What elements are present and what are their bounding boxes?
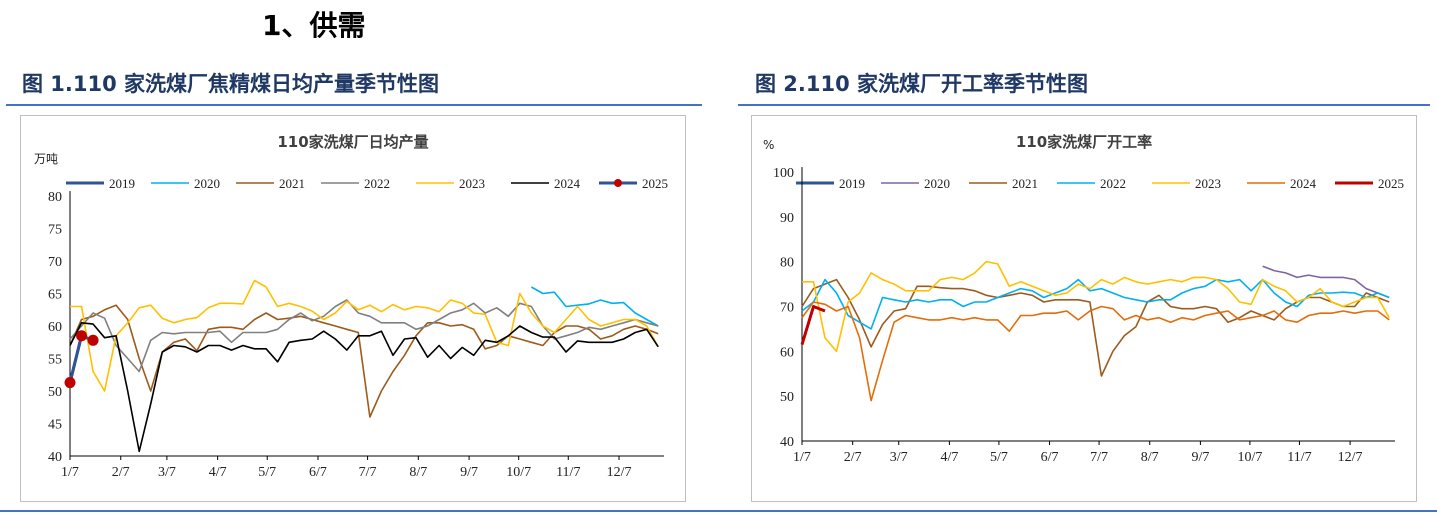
legend-label-2022: 2022 bbox=[1100, 176, 1126, 191]
legend-label-2021: 2021 bbox=[279, 176, 305, 191]
y-tick-label-70: 70 bbox=[780, 301, 794, 316]
chart-title: 110家洗煤厂开工率 bbox=[1016, 133, 1152, 151]
chart-panel-production: 110家洗煤厂日均产量万吨 2019 2020 2021 2022 2023 2024 202… bbox=[20, 115, 686, 502]
y-tick-label-90: 90 bbox=[780, 211, 794, 226]
x-tick-label-2/7: 2/7 bbox=[844, 450, 862, 465]
series-point-2025-1 bbox=[76, 330, 88, 342]
x-tick-label-3/7: 3/7 bbox=[158, 465, 176, 480]
legend-label-2024: 2024 bbox=[554, 176, 581, 191]
chart-title: 110家洗煤厂日均产量 bbox=[277, 133, 428, 151]
y-tick-label-40: 40 bbox=[780, 435, 794, 450]
x-tick-label-4/7: 4/7 bbox=[209, 465, 227, 480]
series-line-2021 bbox=[801, 278, 1390, 377]
series-line-2020 bbox=[1262, 265, 1390, 299]
x-tick-label-8/7: 8/7 bbox=[1141, 450, 1159, 465]
x-tick-label-3/7: 3/7 bbox=[890, 450, 908, 465]
legend-label-2019: 2019 bbox=[839, 176, 865, 191]
chart-panel-utilization: 110家洗煤厂开工率% 2019 2020 2021 2022 2023 2024 2025 4… bbox=[751, 115, 1417, 502]
y-tick-label-55: 55 bbox=[48, 353, 62, 368]
x-tick-label-2/7: 2/7 bbox=[112, 465, 130, 480]
utilization-chart: 110家洗煤厂开工率% 2019 2020 2021 2022 2023 2024 2025 4… bbox=[763, 133, 1404, 465]
x-tick-label-8/7: 8/7 bbox=[409, 465, 427, 480]
series-line-2024 bbox=[801, 301, 1390, 402]
y-tick-label-60: 60 bbox=[780, 345, 794, 360]
series-line-2022 bbox=[69, 299, 659, 373]
legend-label-2020: 2020 bbox=[194, 176, 220, 191]
y-tick-label-50: 50 bbox=[48, 385, 62, 400]
legend-label-2024: 2024 bbox=[1290, 176, 1317, 191]
y-tick-label-70: 70 bbox=[48, 255, 62, 270]
x-tick-label-11/7: 11/7 bbox=[556, 465, 580, 480]
series-point-2025-2 bbox=[87, 334, 99, 346]
y-tick-label-60: 60 bbox=[48, 320, 62, 335]
series-line-2025 bbox=[800, 305, 826, 346]
y-tick-label-40: 40 bbox=[48, 450, 62, 465]
y-tick-label-75: 75 bbox=[48, 223, 62, 238]
legend-marker-2025 bbox=[614, 179, 622, 187]
legend-label-2020: 2020 bbox=[924, 176, 950, 191]
y-tick-label-80: 80 bbox=[48, 190, 62, 205]
y-tick-label-45: 45 bbox=[48, 418, 62, 433]
x-tick-label-1/7: 1/7 bbox=[61, 465, 79, 480]
x-tick-label-12/7: 12/7 bbox=[607, 465, 632, 480]
figure-rule-left bbox=[6, 104, 702, 106]
x-tick-label-1/7: 1/7 bbox=[793, 450, 811, 465]
series-line-2022 bbox=[801, 278, 1390, 330]
series-line-2023 bbox=[70, 279, 659, 392]
figure-title-production: 图 1.110 家洗煤厂焦精煤日均产量季节性图 bbox=[22, 72, 440, 96]
legend-label-2021: 2021 bbox=[1012, 176, 1038, 191]
section-title: 1、供需 bbox=[262, 9, 366, 42]
x-tick-label-7/7: 7/7 bbox=[359, 465, 377, 480]
x-tick-label-5/7: 5/7 bbox=[258, 465, 276, 480]
series-point-2025-0 bbox=[64, 377, 76, 389]
x-tick-label-7/7: 7/7 bbox=[1090, 450, 1108, 465]
y-tick-label-50: 50 bbox=[780, 390, 794, 405]
series-line-2020 bbox=[531, 286, 659, 327]
figure-title-utilization: 图 2.110 家洗煤厂开工率季节性图 bbox=[755, 72, 1089, 96]
figure-rule-right bbox=[738, 104, 1430, 106]
y-tick-label-100: 100 bbox=[773, 166, 794, 181]
x-tick-label-11/7: 11/7 bbox=[1287, 450, 1311, 465]
x-tick-label-10/7: 10/7 bbox=[506, 465, 531, 480]
series-line-2021 bbox=[69, 304, 659, 418]
y-tick-label-65: 65 bbox=[48, 288, 62, 303]
series-line-2024 bbox=[69, 322, 659, 453]
y-axis-unit: % bbox=[763, 138, 774, 152]
x-tick-label-6/7: 6/7 bbox=[309, 465, 327, 480]
bottom-rule bbox=[0, 510, 1437, 512]
x-tick-label-5/7: 5/7 bbox=[990, 450, 1008, 465]
legend-label-2025: 2025 bbox=[1378, 176, 1404, 191]
x-tick-label-4/7: 4/7 bbox=[940, 450, 958, 465]
x-tick-label-12/7: 12/7 bbox=[1338, 450, 1363, 465]
legend-label-2022: 2022 bbox=[364, 176, 390, 191]
y-axis-unit: 万吨 bbox=[34, 152, 58, 166]
x-tick-label-9/7: 9/7 bbox=[1191, 450, 1209, 465]
legend-label-2023: 2023 bbox=[1195, 176, 1221, 191]
series-line-2023 bbox=[802, 260, 1390, 353]
x-tick-label-9/7: 9/7 bbox=[460, 465, 478, 480]
legend-label-2025: 2025 bbox=[642, 176, 668, 191]
legend-label-2023: 2023 bbox=[459, 176, 485, 191]
y-tick-label-80: 80 bbox=[780, 256, 794, 271]
x-tick-label-6/7: 6/7 bbox=[1041, 450, 1059, 465]
x-tick-label-10/7: 10/7 bbox=[1237, 450, 1262, 465]
legend-label-2019: 2019 bbox=[109, 176, 135, 191]
